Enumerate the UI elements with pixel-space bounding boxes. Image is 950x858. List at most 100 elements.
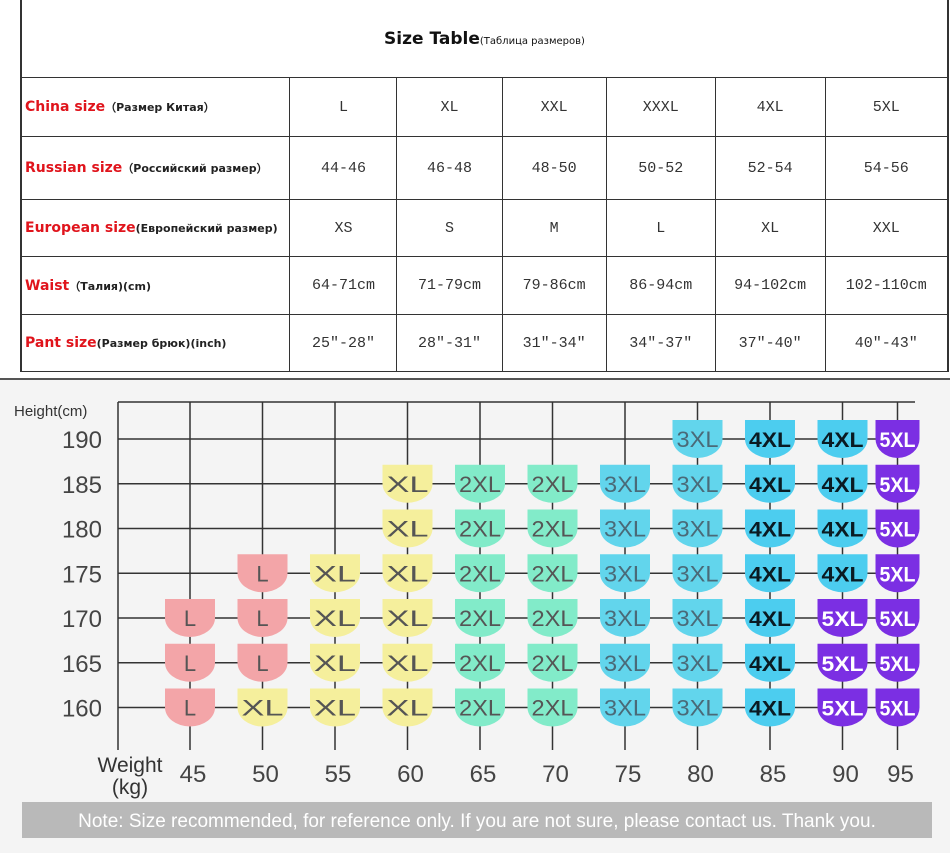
badge-shape (600, 464, 650, 503)
badge-label: 5XL (880, 474, 916, 497)
badge-label: 3XL (677, 561, 719, 586)
badge-label: XL (387, 606, 429, 631)
badge-label: 2XL (459, 517, 501, 542)
size-badge-xl: XL (382, 509, 433, 548)
x-tick-label: 95 (887, 761, 914, 788)
title-text: Size Table (384, 28, 480, 49)
size-badge-4xl: 4XL (817, 554, 868, 593)
badge-shape (165, 643, 215, 682)
badge-label: XL (387, 472, 429, 497)
badge-label: 3XL (604, 472, 646, 497)
size-badge-4xl: 4XL (745, 554, 795, 593)
table-cell: L (605, 199, 716, 257)
size-badge-2xl: 2XL (455, 554, 505, 593)
badge-label: 2XL (459, 561, 501, 586)
badge-shape (600, 688, 650, 727)
badge-shape (310, 554, 360, 593)
badge-label: 2XL (459, 472, 501, 497)
table-cell: 94-102cm (714, 256, 826, 315)
badge-label: 4XL (749, 653, 791, 676)
table-title-row: Size Table(Таблица размеров) (20, 0, 949, 78)
badge-shape (310, 599, 360, 637)
badge-label: 2XL (532, 517, 574, 542)
badge-shape (875, 554, 920, 593)
row-label: Waist（Талия)(cm) (20, 256, 291, 315)
badge-label: 2XL (459, 606, 501, 631)
table-cell: XXL (501, 77, 607, 137)
badge-shape (745, 688, 795, 727)
badge-shape (817, 464, 868, 503)
badge-label: XL (242, 696, 284, 721)
table-cell: 64-71cm (289, 256, 398, 315)
height-weight-chart: Height(cm) 190 185 180 175 170 165 160 45 50 55 60 6… (0, 378, 950, 853)
x-tick-label: 45 (180, 761, 207, 788)
row-label-en: Pant size (25, 335, 97, 351)
badge-label: 2XL (532, 606, 574, 631)
badge-shape (745, 599, 795, 637)
badge-shape (817, 643, 868, 682)
size-badge-2xl: 2XL (527, 464, 578, 503)
badge-shape (817, 554, 868, 593)
size-badge-5xl: 5XL (817, 643, 868, 682)
badge-shape (875, 643, 920, 682)
table-row: China size（Размер Китая） L XL XXL XXXL 4XL 5XL (20, 77, 949, 137)
row-label: Pant size(Размер брюк)(inch) (20, 314, 291, 372)
badge-shape (672, 464, 723, 503)
table-cell: 79-86cm (501, 256, 607, 315)
badge-label: 2XL (532, 472, 574, 497)
y-axis-label: Height(cm) (14, 403, 87, 420)
table-cell: 37″-40″ (714, 314, 826, 372)
badge-label: L (256, 606, 268, 631)
x-tick-label: 85 (760, 761, 787, 788)
note-text: Note: Size recommended, for reference on… (78, 811, 876, 832)
table-row: European size(Европейский размер) XS S M L XL… (20, 199, 949, 257)
size-badge-4xl: 4XL (817, 420, 868, 458)
badge-shape (875, 688, 920, 727)
badge-label: 5XL (822, 608, 864, 631)
badge-shape (745, 554, 795, 593)
size-badge-2xl: 2XL (527, 688, 578, 727)
size-badge-3xl: 3XL (672, 643, 723, 682)
x-tick-label: 70 (542, 761, 569, 788)
size-badge-3xl: 3XL (600, 599, 650, 637)
badge-shape (875, 420, 920, 458)
badge-label: 3XL (677, 696, 719, 721)
size-badge-3xl: 3XL (672, 599, 723, 637)
size-badge-3xl: 3XL (600, 554, 650, 593)
badge-label: 5XL (880, 519, 916, 542)
size-badge-4xl: 4XL (745, 643, 795, 682)
size-badge-xl: XL (237, 688, 288, 727)
badge-label: 4XL (749, 698, 791, 721)
size-badge-l: L (165, 643, 215, 682)
badge-label: 3XL (677, 472, 719, 497)
badge-shape (817, 688, 868, 727)
size-badge-3xl: 3XL (672, 509, 723, 548)
badge-label: XL (314, 696, 356, 721)
row-label-en: China size (25, 99, 106, 115)
badge-label: 3XL (677, 651, 719, 676)
table-cell: 34″-37″ (605, 314, 716, 372)
size-badge-xl: XL (382, 688, 433, 727)
badge-shape (817, 420, 868, 458)
size-badge-5xl: 5XL (875, 599, 920, 637)
size-badge-l: L (165, 688, 215, 727)
badge-label: 5XL (880, 563, 916, 586)
table-cell: L (289, 77, 398, 137)
badge-shape (600, 509, 650, 548)
badge-label: 4XL (749, 519, 791, 542)
size-badge-l: L (237, 554, 288, 593)
badge-label: 4XL (749, 429, 791, 452)
badge-shape (237, 643, 288, 682)
subtitle-text: (Таблица размеров) (479, 35, 585, 47)
y-tick-label: 190 (62, 427, 102, 454)
badge-shape (455, 509, 505, 548)
badge-shape (455, 464, 505, 503)
size-badge-xl: XL (310, 643, 360, 682)
badge-shape (672, 420, 723, 458)
badge-label: L (256, 651, 268, 676)
badge-label: XL (314, 606, 356, 631)
row-label-ru: (Европейский размер) (135, 222, 278, 235)
row-label-ru: （Размер Китая） (105, 101, 215, 114)
badge-label: L (184, 606, 196, 631)
badge-label: L (184, 651, 196, 676)
